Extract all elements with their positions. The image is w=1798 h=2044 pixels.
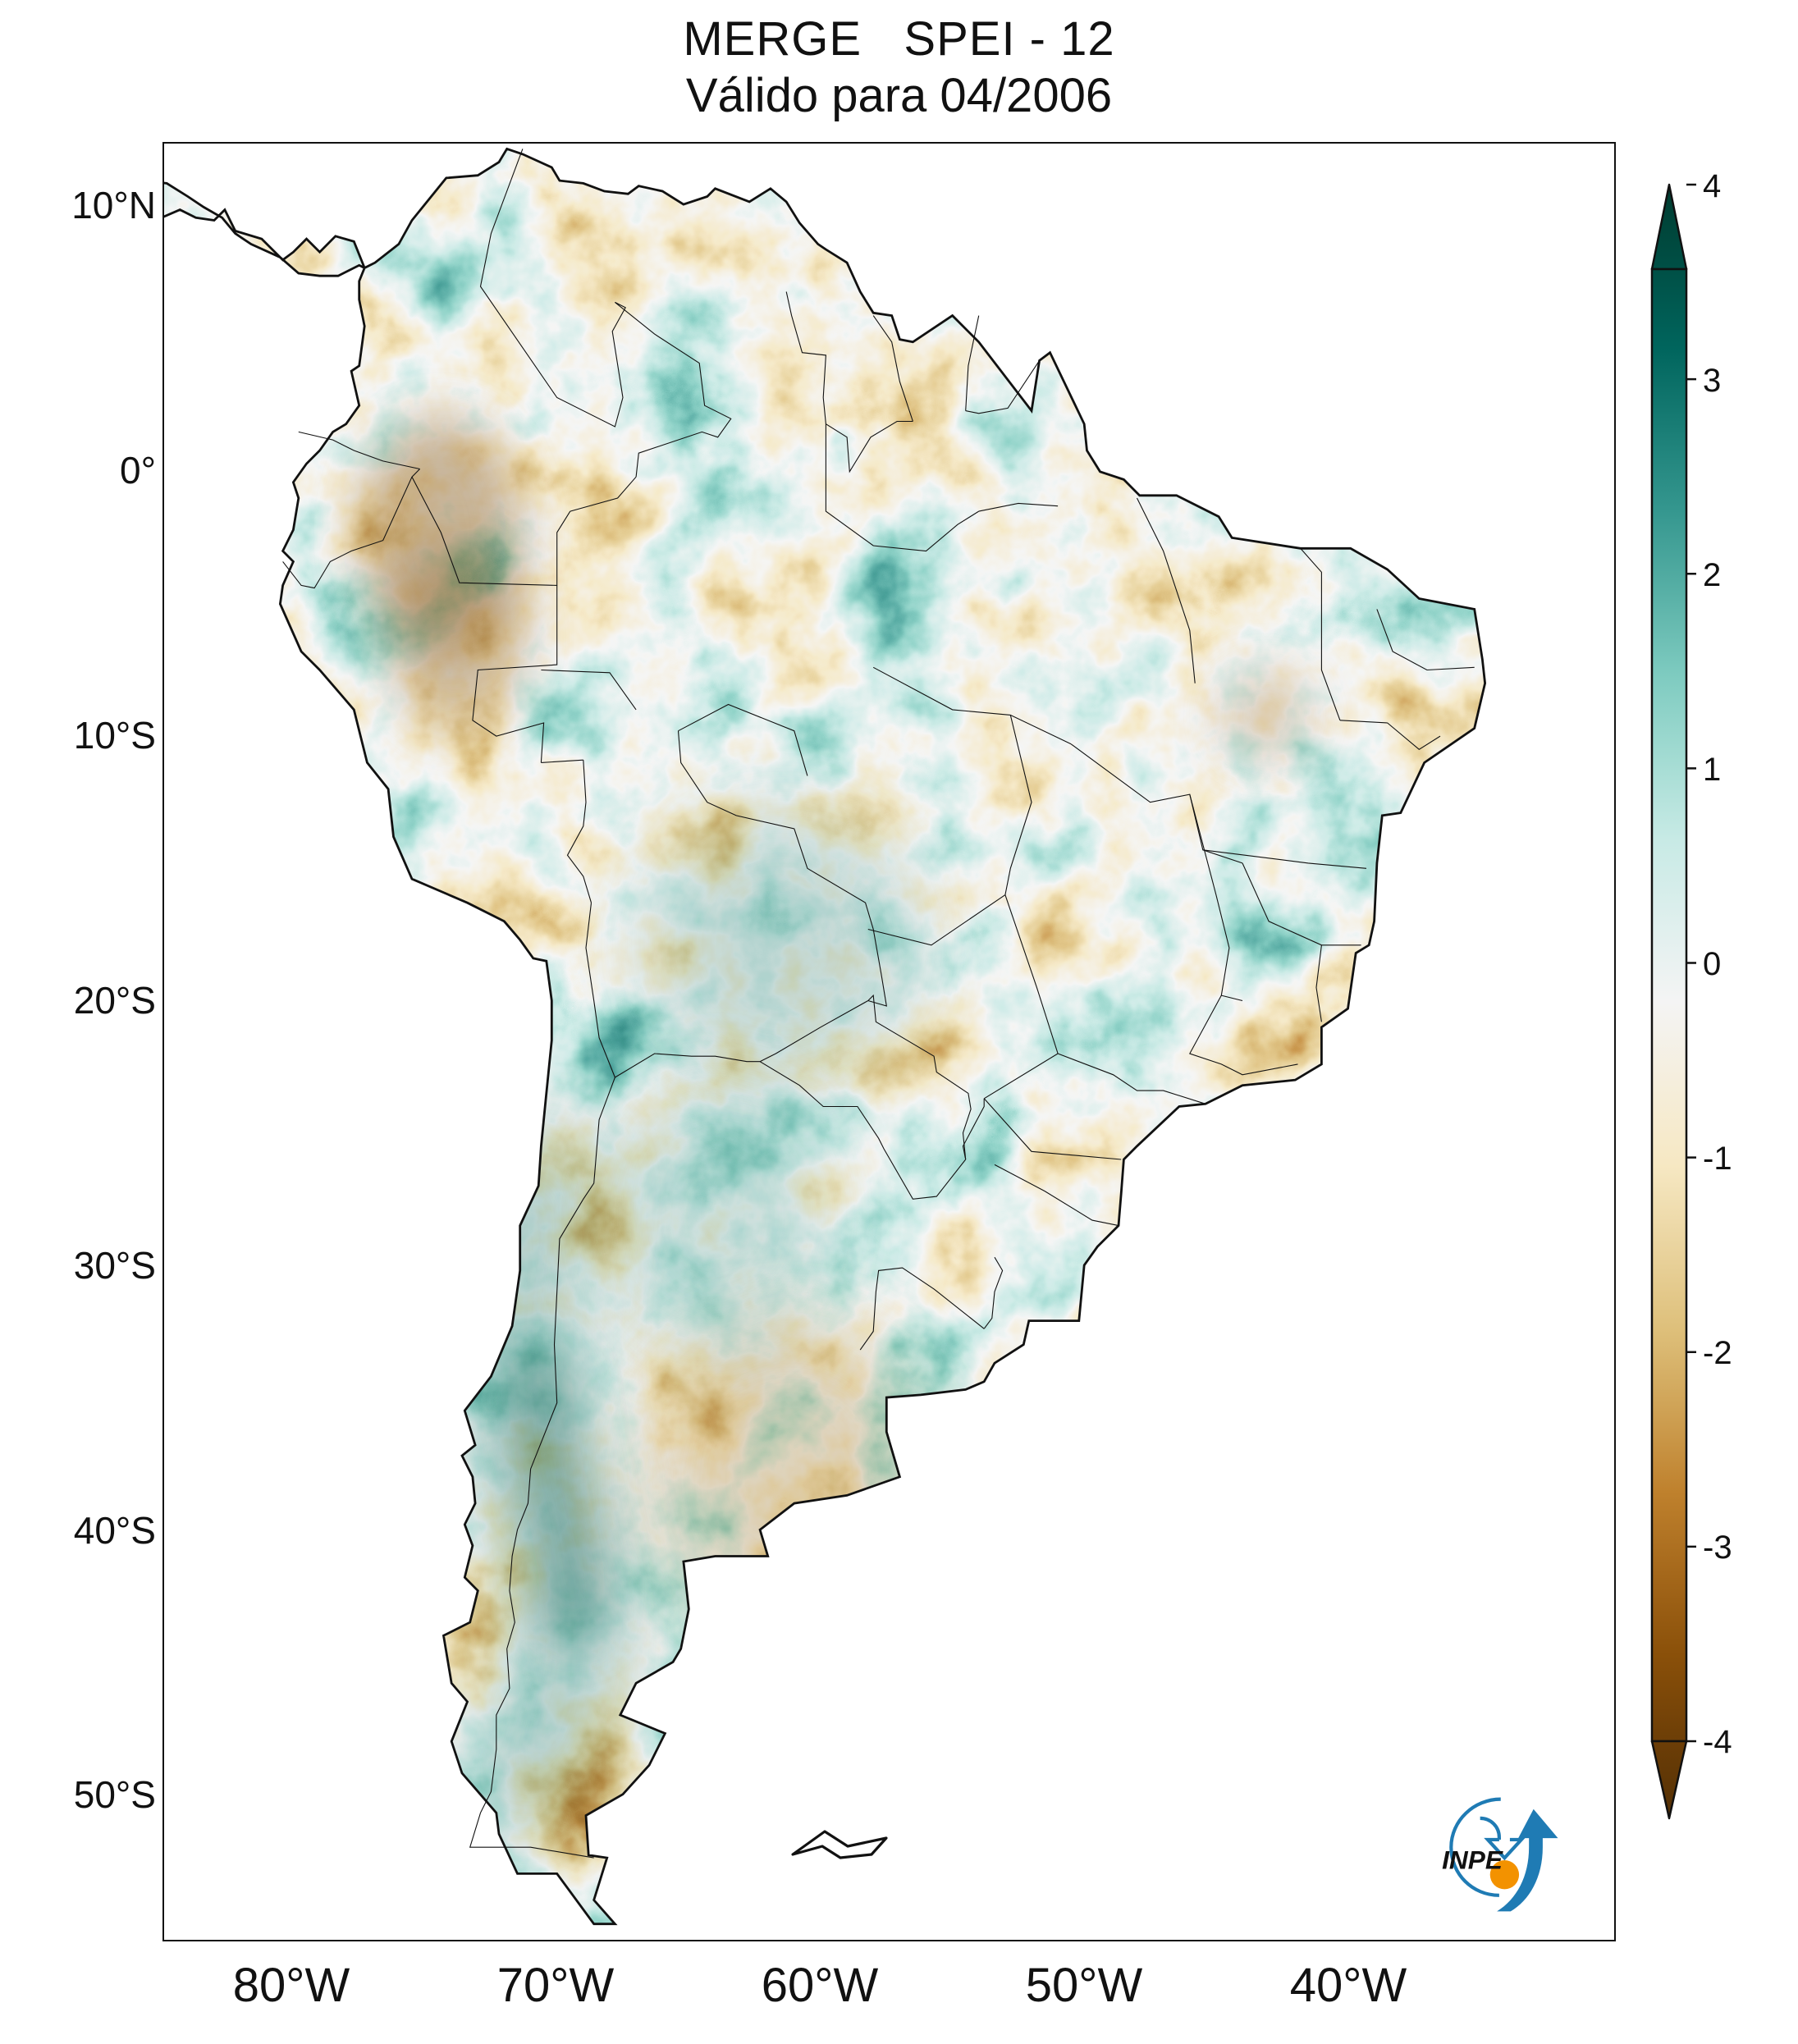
svg-text:-2: -2 [1703,1335,1732,1371]
svg-text:-1: -1 [1703,1141,1732,1177]
svg-text:4: 4 [1703,168,1721,204]
svg-text:-3: -3 [1703,1530,1732,1566]
svg-text:0: 0 [1703,946,1721,982]
svg-text:2: 2 [1703,557,1721,593]
svg-text:1: 1 [1703,752,1721,788]
svg-text:-4: -4 [1703,1724,1732,1760]
svg-text:3: 3 [1703,363,1721,399]
svg-text:INPE: INPE [1442,1845,1503,1874]
